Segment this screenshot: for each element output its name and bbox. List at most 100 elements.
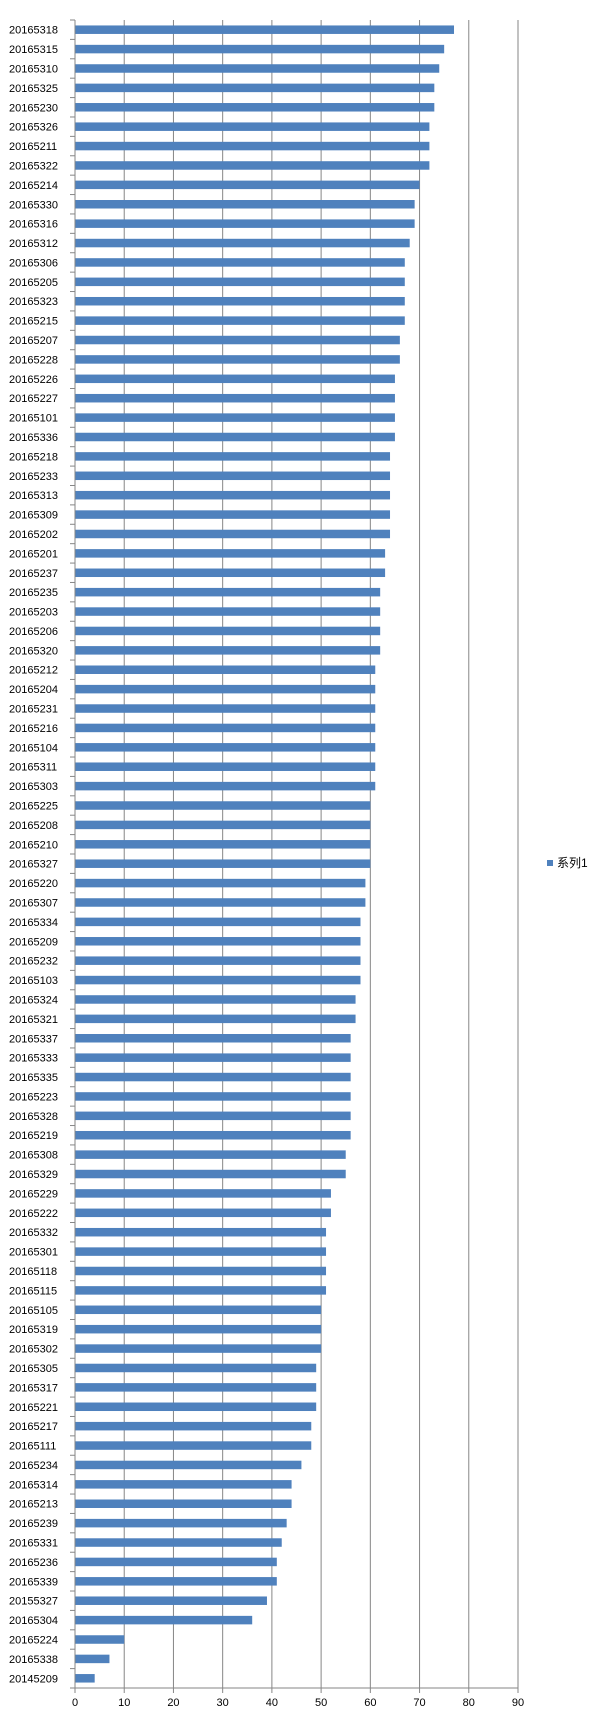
x-tick-label: 70 [413,1697,425,1709]
bar [75,452,391,461]
bar [75,1208,331,1218]
bar [75,1615,253,1625]
bar [75,568,386,578]
category-label: 20165221 [9,1402,58,1414]
category-label: 20165118 [9,1266,57,1278]
category-label: 20165232 [9,956,58,968]
category-label: 20165103 [9,975,58,987]
bar [75,1402,317,1412]
bar [75,44,445,54]
bar [75,161,430,170]
category-label: 20165214 [9,180,58,192]
x-tick-label: 80 [463,1697,475,1709]
bar [75,490,391,500]
category-label: 20165201 [9,548,58,560]
bar [75,995,356,1004]
bar [75,781,376,791]
category-label: 20165105 [9,1305,58,1317]
bar [75,762,376,771]
category-label: 20165303 [9,781,58,793]
category-label: 20165225 [9,801,58,813]
category-label: 20165211 [9,141,57,153]
category-label: 20165115 [9,1285,57,1297]
bar [75,83,435,93]
category-label: 20165208 [9,820,58,832]
bar [75,1518,287,1528]
bar [75,878,366,888]
category-label: 20165229 [9,1188,58,1200]
bar [75,646,381,655]
category-label: 20165111 [9,1441,56,1453]
bar [75,471,391,481]
bar [75,1014,356,1024]
axes [70,19,519,1693]
category-label: 20155327 [9,1596,58,1608]
category-label: 20165332 [9,1227,58,1239]
bar [75,1247,327,1256]
bar [75,258,405,267]
category-label: 20165327 [9,859,58,871]
category-label: 20165309 [9,510,58,522]
bar [75,1072,351,1082]
bar [75,1499,292,1508]
bar [75,1596,267,1605]
category-label: 20165236 [9,1557,58,1569]
bar [75,393,395,403]
bar [75,1286,327,1295]
bar [75,859,371,868]
category-label: 20165326 [9,122,58,134]
bar [75,1577,277,1586]
category-label: 20165338 [9,1654,58,1666]
bar [75,141,430,151]
x-tick-label: 50 [315,1697,327,1709]
category-label: 20165335 [9,1072,58,1084]
bar [75,277,405,287]
legend-swatch [547,860,553,866]
category-label: 20165305 [9,1363,58,1375]
category-label: 20165104 [9,742,58,754]
category-label: 20165310 [9,63,58,75]
bar [75,801,371,810]
bar [75,413,395,422]
x-tick-labels: 0 10 20 30 40 50 60 70 80 90 [72,1697,524,1709]
bar [75,1635,125,1644]
category-label: 20165333 [9,1053,58,1065]
bar [75,122,430,131]
bar [75,296,405,306]
category-label: 20165325 [9,83,58,95]
category-label: 20165231 [9,704,58,716]
category-label: 20165315 [9,44,58,56]
category-label: 20165226 [9,374,58,386]
bar [75,665,376,674]
category-label: 20165302 [9,1344,58,1356]
bar [75,1674,95,1683]
category-label: 20165320 [9,645,58,657]
bar [75,1305,322,1315]
bar [75,1130,351,1140]
bar [75,1654,110,1664]
bar [75,1034,351,1043]
bar [75,1111,351,1121]
bar [75,587,381,597]
bar [75,1538,282,1547]
category-label: 20165217 [9,1421,58,1433]
bar [75,355,400,364]
category-label: 20165219 [9,1130,58,1142]
category-label: 20165212 [9,665,58,677]
bar [75,937,361,946]
bar [75,1324,322,1334]
x-tick-label: 10 [118,1697,130,1709]
x-tick-label: 20 [167,1697,179,1709]
bar [75,219,415,228]
bars [75,25,455,1683]
x-tick-label: 0 [72,1697,78,1709]
legend: 系列1 [547,856,588,870]
bar [75,374,395,384]
bar [75,1344,322,1353]
category-label: 20165314 [9,1479,58,1491]
category-label: 20165227 [9,393,58,405]
category-label: 20165207 [9,335,58,347]
bar [75,1363,317,1373]
x-tick-label: 60 [364,1697,376,1709]
